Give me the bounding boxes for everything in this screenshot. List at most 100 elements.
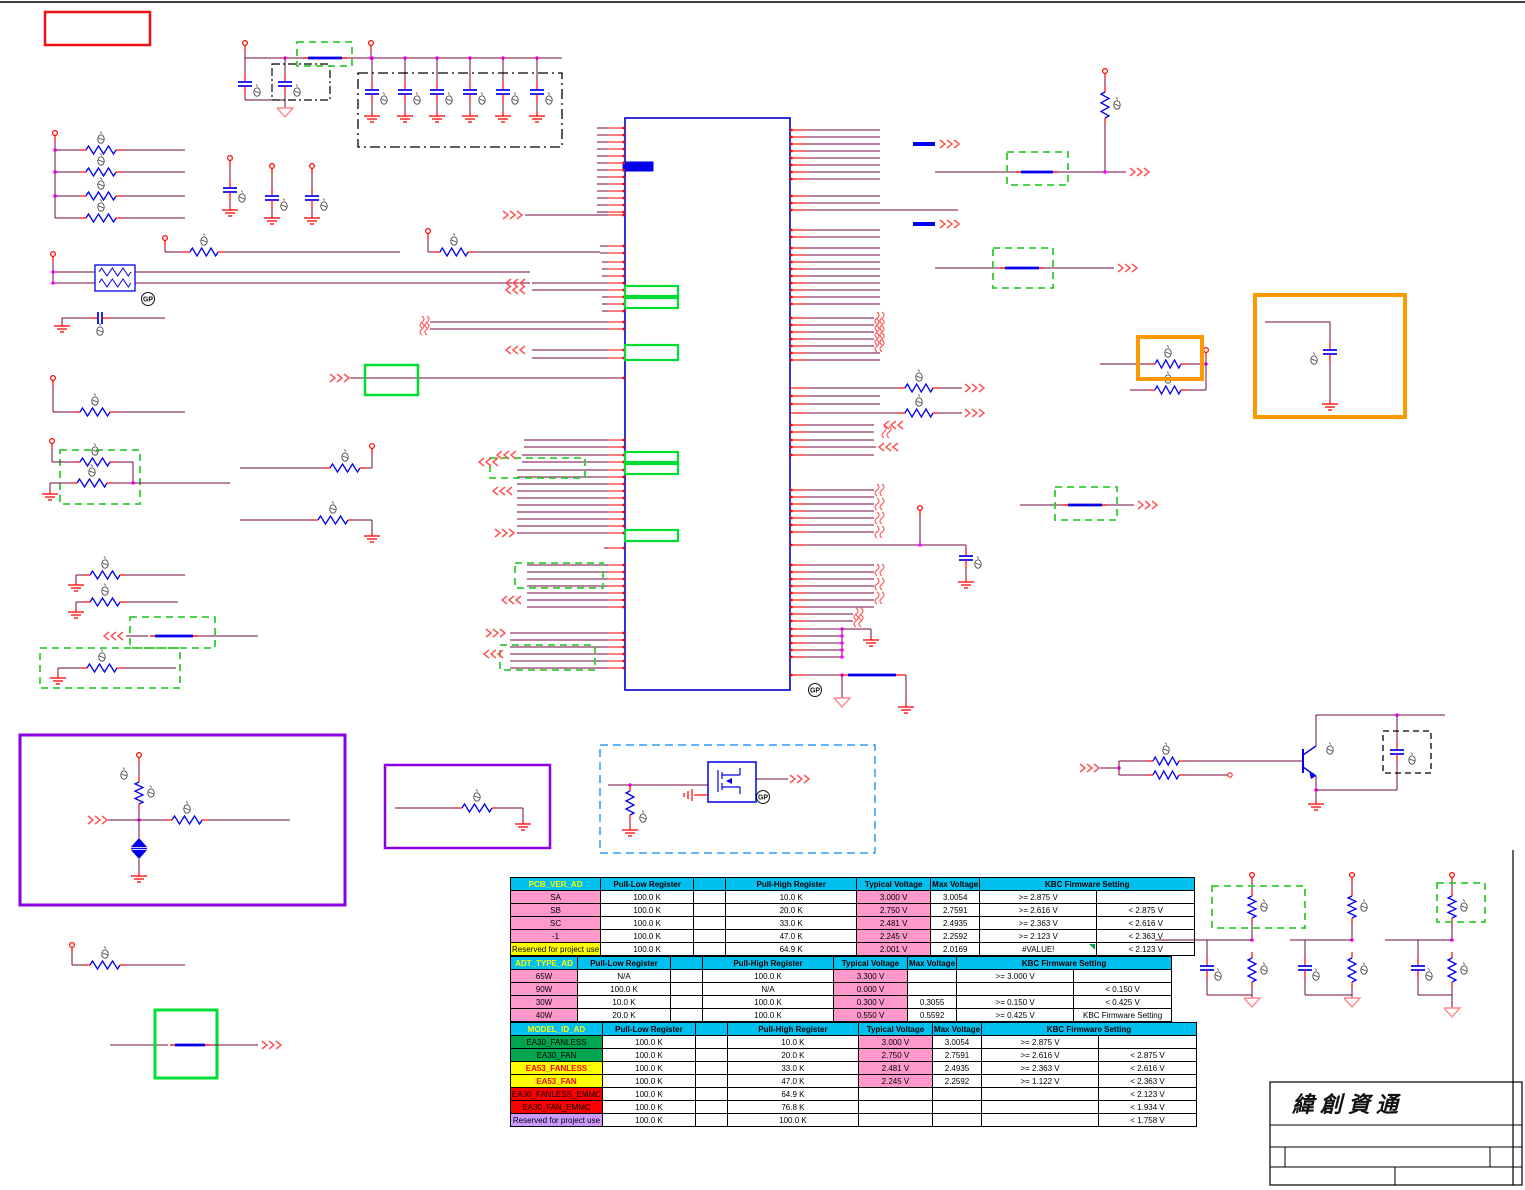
table-cell: 0.000 V (833, 982, 908, 996)
table-cell (857, 1100, 933, 1114)
column-header: KBC Firmware Setting (981, 1022, 1198, 1036)
table-cell: 2.001 V (856, 942, 932, 956)
table-title: MODEL_ID_AD (510, 1022, 603, 1036)
table-cell (670, 995, 703, 1009)
table-cell: 100.0 K (702, 1008, 834, 1022)
table-cell: EA30_FANLESS (510, 1035, 603, 1049)
table-cell (694, 1035, 728, 1049)
ic-left-pins (350, 126, 625, 670)
pullup-resistor-bank (51, 130, 185, 224)
table-cell: 47.0 K (726, 1074, 859, 1088)
decoupling-capacitors (238, 39, 563, 148)
column-header: Max Voltage (931, 1022, 983, 1036)
table-cell: < 0.150 V (1073, 982, 1173, 996)
table-cell: 100.0 K (601, 1074, 696, 1088)
table-cell: 2.245 V (857, 1074, 933, 1088)
ic-right-resistor-nets (790, 369, 986, 419)
mid-resistors (240, 443, 380, 543)
table-cell: 100.0 K (601, 1087, 696, 1101)
table-cell: >= 2.123 V (979, 929, 1098, 943)
offpage-marks (419, 210, 904, 659)
jumper-green-box (110, 1008, 283, 1080)
single-resistor-1 (49, 375, 185, 418)
table-cell (906, 982, 958, 996)
lookup-table-PCB_VER_AD: PCB_VER_AD Pull-Low Register Pull-High Reg… (509, 877, 1196, 956)
table-cell (1096, 890, 1196, 904)
table-cell: 100.0 K (601, 1100, 696, 1114)
table-cell: 64.9 K (725, 942, 858, 956)
table-cell: SB (509, 903, 602, 917)
table-cell: 100.0 K (600, 916, 695, 930)
table-cell: SA (509, 890, 602, 904)
column-header: Pull-Low Register (601, 1022, 696, 1036)
table-cell: >= 2.363 V (981, 1061, 1100, 1075)
top-right-nets (913, 67, 1151, 289)
divider-green-dashed (42, 438, 230, 505)
company-logo: 緯創資通 (1291, 1092, 1404, 1118)
table-cell: 20.0 K (726, 1048, 859, 1062)
column-header: Pull-High Register (725, 877, 858, 891)
table-cell: < 2.363 V (1096, 929, 1196, 943)
ic-bottom-grounds: GP (808, 627, 914, 714)
table-cell (693, 903, 727, 917)
table-cell (1098, 1035, 1198, 1049)
column-header: KBC Firmware Setting (956, 956, 1173, 970)
table-cell: >= 2.616 V (981, 1048, 1100, 1062)
gp-label: GP (143, 297, 153, 304)
lookup-table-ADT_TYPE_AD: ADT_TYPE_AD Pull-Low Register Pull-High Re… (510, 956, 1173, 1022)
table-cell: 2.7591 (931, 1048, 983, 1062)
table-cell: >= 0.425 V (956, 1008, 1075, 1022)
table-cell: < 2.363 V (1098, 1074, 1198, 1088)
table-cell: < 2.616 V (1096, 916, 1196, 930)
table-cell: 100.0 K (702, 969, 834, 983)
pulldown-resistors (68, 556, 185, 619)
column-header: Pull-High Register (726, 1022, 859, 1036)
column-header: Pull-Low Register (600, 877, 695, 891)
column-header (694, 1022, 728, 1036)
table-cell: 65W (510, 969, 578, 983)
series-resistors-top (162, 228, 600, 258)
table-cell: 2.2592 (930, 929, 981, 943)
table-cell (906, 969, 958, 983)
table-cell: 0.550 V (833, 1008, 908, 1022)
table-cell: 2.0169 (930, 942, 981, 956)
table-cell: 3.0054 (930, 890, 981, 904)
table-cell (694, 1074, 728, 1088)
table-cell: 47.0 K (725, 929, 858, 943)
gp-label: GP (810, 688, 820, 695)
table-cell: KBC Firmware Setting (1073, 1008, 1173, 1022)
table-cell: < 2.875 V (1098, 1048, 1198, 1062)
orange-highlight-nets (1100, 293, 1407, 419)
column-header: KBC Firmware Setting (979, 877, 1196, 891)
table-cell (693, 929, 727, 943)
table-cell (694, 1048, 728, 1062)
table-cell: Reserved for project use (510, 1113, 603, 1127)
table-cell: EA53_FAN (510, 1074, 603, 1088)
right-cap-net (790, 505, 982, 589)
table-cell: 2.2592 (931, 1074, 983, 1088)
column-header (693, 877, 727, 891)
table-cell: 3.000 V (856, 890, 932, 904)
mosfet-circuit: GP (599, 744, 876, 854)
main-ic (622, 117, 791, 691)
table-cell (956, 982, 1075, 996)
table-cell (670, 969, 703, 983)
table-cell: 3.0054 (931, 1035, 983, 1049)
table-cell: 100.0 K (702, 995, 834, 1009)
column-header: Typical Voltage (833, 956, 908, 970)
table-cell (670, 1008, 703, 1022)
table-cell: N/A (702, 982, 834, 996)
table-cell: N/A (577, 969, 671, 983)
table-cell: 64.9 K (726, 1087, 859, 1101)
table-cell (981, 1113, 1100, 1127)
right-mid-jumper (1020, 486, 1159, 521)
table-cell: 2.750 V (857, 1048, 933, 1062)
table-cell (981, 1100, 1100, 1114)
table-cell: 30W (510, 995, 578, 1009)
series-resistor-purple (383, 763, 552, 850)
single-resistor-2 (68, 941, 185, 971)
table-cell: >= 2.616 V (979, 903, 1098, 917)
table-cell (931, 1087, 983, 1101)
